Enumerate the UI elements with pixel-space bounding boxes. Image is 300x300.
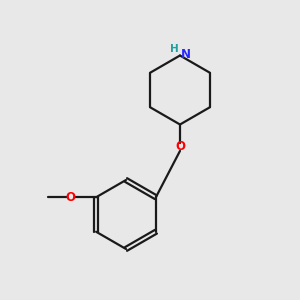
Text: O: O: [175, 140, 185, 154]
Text: N: N: [180, 48, 190, 61]
Text: H: H: [170, 44, 179, 55]
Text: O: O: [66, 191, 76, 204]
